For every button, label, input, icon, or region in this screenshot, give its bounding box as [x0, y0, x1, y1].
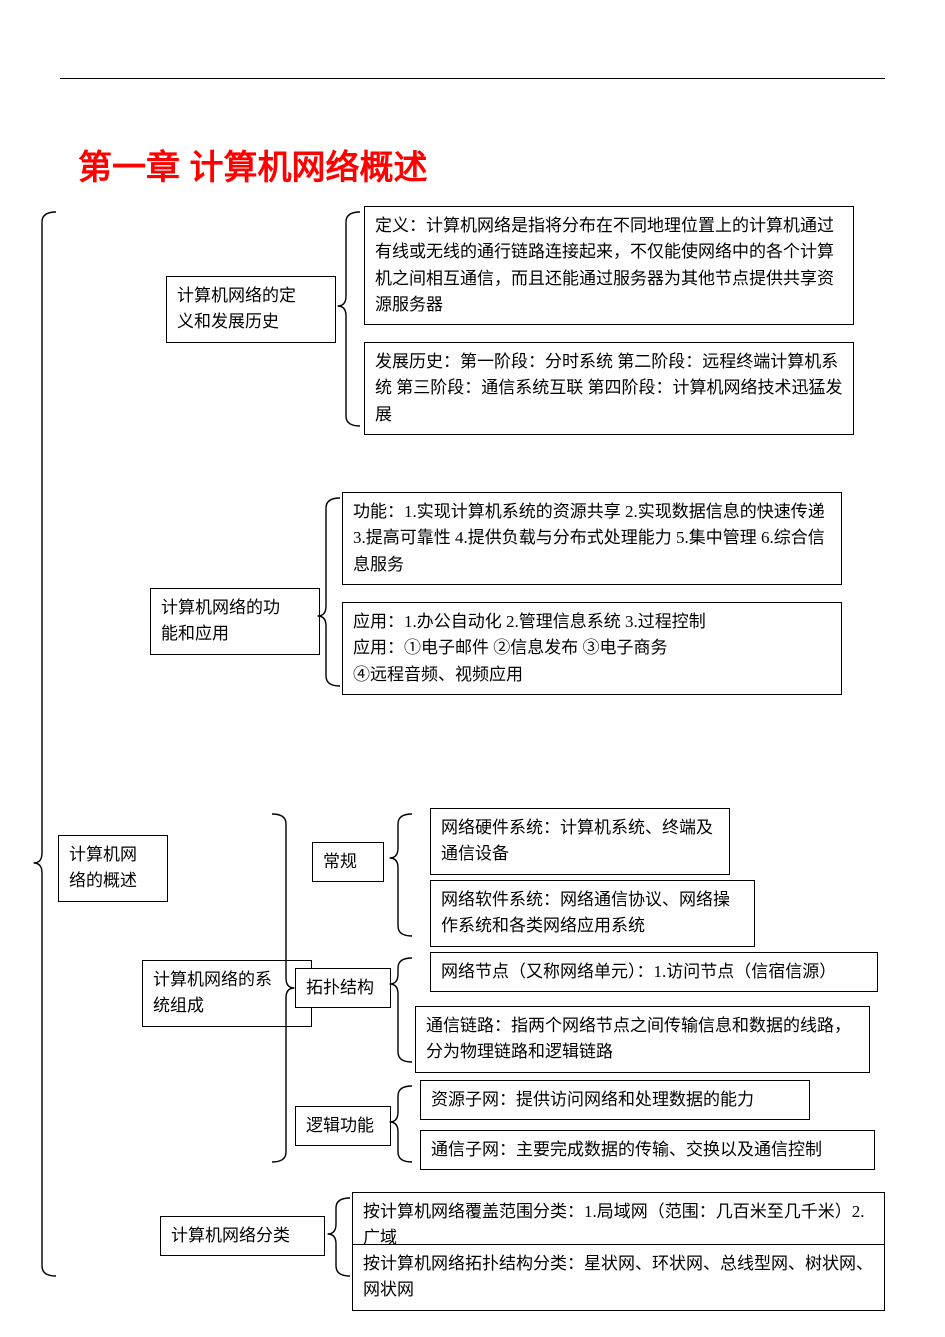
page: 第一章 计算机网络概述 计算机网 络的概述 计算机网络的定 义和发展历史计算机网…	[0, 0, 945, 1337]
brace-lg-brace	[390, 1086, 412, 1162]
brace-func-brace	[318, 498, 340, 686]
brace-root-brace	[34, 212, 56, 1276]
brace-cls-brace	[328, 1198, 350, 1276]
braces-layer	[0, 0, 945, 1337]
brace-def-brace	[338, 212, 360, 426]
brace-tp-brace	[390, 958, 412, 1062]
brace-comp-brace	[272, 814, 294, 1162]
brace-cg-brace	[390, 814, 412, 936]
